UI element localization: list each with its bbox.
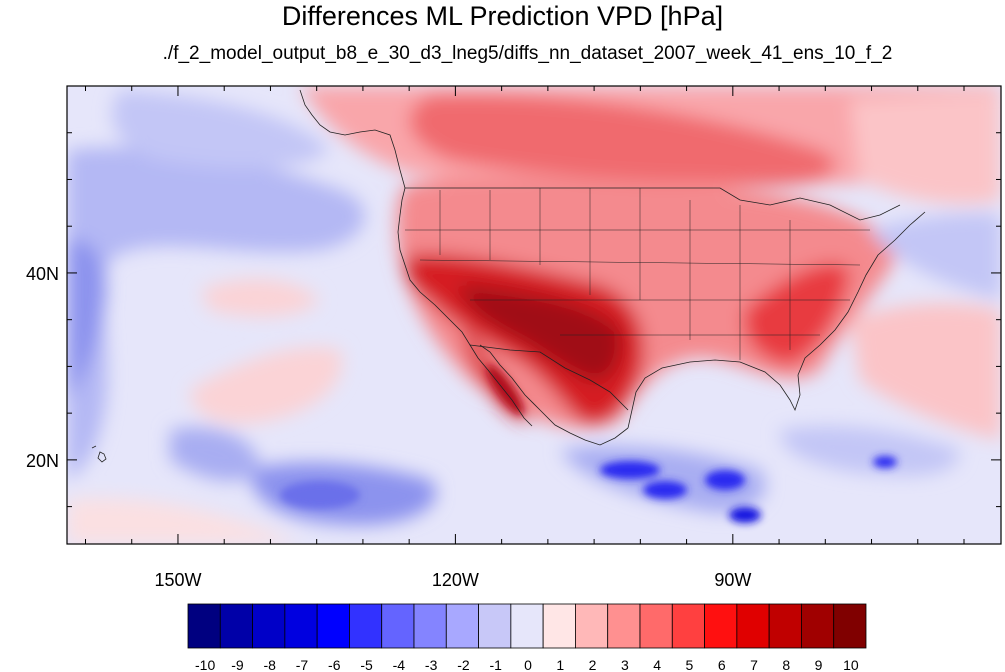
field-spot-neg-central-america xyxy=(705,470,745,490)
vpd-difference-spots xyxy=(280,365,897,523)
border-us-canada xyxy=(405,187,901,221)
map-subtitle: ./f_2_model_output_b8_e_30_d3_lneg5/diff… xyxy=(162,43,893,64)
lat-tick-label: 40N xyxy=(26,264,59,284)
field-patch-pos-southwest-core xyxy=(460,285,621,381)
field-patch-pos-southeast xyxy=(744,263,850,365)
colorbar-label: 2 xyxy=(589,657,597,672)
colorbar-label: -7 xyxy=(296,657,309,672)
map-title: Differences ML Prediction VPD [hPa] xyxy=(281,1,724,31)
field-patch-neg-caribbean xyxy=(780,426,960,476)
colorbar-swatch xyxy=(833,603,867,649)
field-patch-pos-southern xyxy=(67,498,300,544)
colorbar-swatch xyxy=(510,603,544,649)
colorbar-swatch xyxy=(349,603,383,649)
state-lines xyxy=(405,188,870,360)
lon-tick-label: 120W xyxy=(432,570,479,590)
alaska-coast xyxy=(299,89,406,189)
field-spot-neg-central-america-2 xyxy=(729,507,761,523)
colorbar-label: -9 xyxy=(231,657,244,672)
colorbar-swatch xyxy=(542,603,576,649)
colorbar-swatch xyxy=(639,603,673,649)
hawaii-islands xyxy=(91,445,107,463)
coastline-west xyxy=(397,187,533,427)
field-patch-neg-west-strong xyxy=(67,239,106,400)
field-spot-neg-caribbean-1 xyxy=(873,456,897,468)
colorbar-label: 10 xyxy=(843,657,859,672)
colorbar-label: 7 xyxy=(750,657,758,672)
colorbar-swatch xyxy=(413,603,447,649)
map-boundaries xyxy=(91,89,926,463)
coastline-baja-gulf xyxy=(479,344,629,446)
colorbar-label: -6 xyxy=(328,657,341,672)
colorbar-swatch xyxy=(801,603,835,649)
colorbar-label: 3 xyxy=(621,657,629,672)
coastline-gulf-of-mexico xyxy=(627,211,926,429)
colorbar-swatch xyxy=(381,603,415,649)
field-spot-neg-mexico-1 xyxy=(600,461,660,479)
map-frame xyxy=(66,85,1002,545)
colorbar-swatch xyxy=(671,603,705,649)
field-patch-pos-north-atlantic xyxy=(850,90,1001,204)
field-patch-pos-us xyxy=(396,175,900,428)
colorbar-swatch xyxy=(736,603,770,649)
colorbar-label: 4 xyxy=(653,657,661,672)
lon-tick-label: 150W xyxy=(154,570,201,590)
colorbar: -10 -9 -8 -7 -6 -5 -4 -3 -2 -1 0 1 2 3 4 5 6 7 8 9 10 xyxy=(187,603,867,672)
colorbar-swatch xyxy=(478,603,512,649)
field-patch-neg-south-pacific-2 xyxy=(170,427,260,481)
lon-tick-label: 90W xyxy=(714,570,751,590)
colorbar-label: 6 xyxy=(718,657,726,672)
colorbar-swatch xyxy=(768,603,802,649)
colorbar-label: -2 xyxy=(457,657,470,672)
colorbar-label: 5 xyxy=(686,657,694,672)
colorbar-swatch xyxy=(575,603,609,649)
field-spot-pos-baja-strong xyxy=(486,365,524,415)
colorbar-label: -5 xyxy=(360,657,373,672)
colorbar-label: -1 xyxy=(489,657,502,672)
lat-tick-label: 20N xyxy=(26,451,59,471)
field-patch-neg-gulf-alaska xyxy=(112,90,330,169)
colorbar-swatch xyxy=(704,603,738,649)
colorbar-swatch xyxy=(607,603,641,649)
colorbar-swatch xyxy=(284,603,318,649)
colorbar-label: 0 xyxy=(524,657,532,672)
colorbar-label: -3 xyxy=(425,657,438,672)
colorbar-label: -10 xyxy=(195,657,215,672)
colorbar-swatch xyxy=(445,603,479,649)
colorbar-swatch xyxy=(219,603,253,649)
colorbar-swatch xyxy=(187,603,221,649)
field-patch-pos-pacific-2 xyxy=(200,279,320,317)
field-patch-pos-atlantic xyxy=(850,303,1001,440)
colorbar-label: -4 xyxy=(393,657,406,672)
colorbar-label: 9 xyxy=(815,657,823,672)
colorbar-label: 8 xyxy=(782,657,790,672)
colorbar-swatch xyxy=(252,603,286,649)
field-patch-pos-canada-strong xyxy=(409,94,836,186)
map-plot-area xyxy=(67,86,1001,544)
field-patch-neg-east-pacific xyxy=(560,446,766,513)
border-us-mexico xyxy=(469,344,629,411)
field-spot-neg-mexico-2 xyxy=(643,481,687,499)
colorbar-label: -8 xyxy=(263,657,276,672)
field-patch-pos-pacific xyxy=(190,347,342,424)
field-patch-neg-atlantic xyxy=(870,213,1001,300)
map-axis-ticks: 150W 120W 90W 40N 20N xyxy=(26,86,1001,590)
colorbar-label: 1 xyxy=(556,657,564,672)
field-patch-neg-west-pacific xyxy=(67,147,365,481)
field-spot-neg-south-pacific xyxy=(280,481,360,509)
colorbar-swatch xyxy=(316,603,350,649)
